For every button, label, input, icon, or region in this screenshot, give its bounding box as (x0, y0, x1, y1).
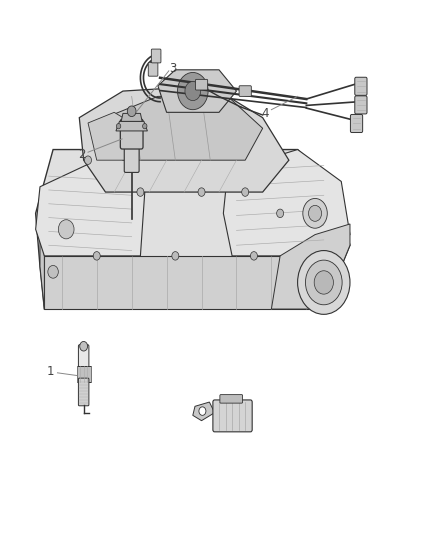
Polygon shape (272, 224, 350, 309)
Polygon shape (121, 114, 142, 122)
FancyBboxPatch shape (355, 96, 367, 114)
Polygon shape (158, 70, 237, 112)
FancyBboxPatch shape (350, 115, 363, 133)
Circle shape (143, 124, 147, 129)
Text: 4: 4 (261, 107, 268, 120)
Circle shape (48, 265, 58, 278)
Polygon shape (35, 150, 350, 309)
Circle shape (85, 156, 92, 165)
Polygon shape (193, 402, 215, 421)
Bar (77, 366, 91, 382)
FancyBboxPatch shape (213, 400, 252, 432)
Polygon shape (79, 86, 289, 192)
Circle shape (172, 252, 179, 260)
Circle shape (199, 407, 206, 415)
Circle shape (185, 82, 201, 101)
Polygon shape (223, 150, 350, 256)
Circle shape (58, 220, 74, 239)
Text: 3: 3 (170, 62, 177, 75)
Polygon shape (116, 122, 148, 131)
Circle shape (80, 342, 88, 351)
Polygon shape (44, 256, 324, 309)
Text: 1: 1 (47, 365, 55, 378)
Circle shape (177, 72, 208, 110)
Circle shape (127, 106, 136, 117)
Circle shape (198, 188, 205, 196)
FancyBboxPatch shape (124, 146, 139, 172)
FancyBboxPatch shape (195, 79, 208, 90)
Circle shape (305, 260, 342, 305)
Circle shape (242, 188, 249, 196)
FancyBboxPatch shape (120, 119, 143, 149)
FancyBboxPatch shape (78, 345, 89, 369)
Circle shape (303, 198, 327, 228)
FancyBboxPatch shape (239, 86, 251, 96)
Circle shape (117, 124, 121, 129)
Polygon shape (35, 160, 145, 256)
Circle shape (93, 252, 100, 260)
Circle shape (277, 209, 284, 217)
Circle shape (137, 188, 144, 196)
FancyBboxPatch shape (220, 394, 243, 403)
Polygon shape (88, 112, 141, 160)
FancyBboxPatch shape (148, 62, 158, 76)
Circle shape (251, 252, 258, 260)
FancyBboxPatch shape (355, 77, 367, 95)
FancyBboxPatch shape (151, 49, 161, 63)
Polygon shape (40, 213, 44, 309)
Text: 2: 2 (78, 148, 85, 161)
FancyBboxPatch shape (78, 378, 89, 406)
Polygon shape (106, 96, 263, 160)
Circle shape (297, 251, 350, 314)
Circle shape (314, 271, 333, 294)
Circle shape (308, 205, 321, 221)
